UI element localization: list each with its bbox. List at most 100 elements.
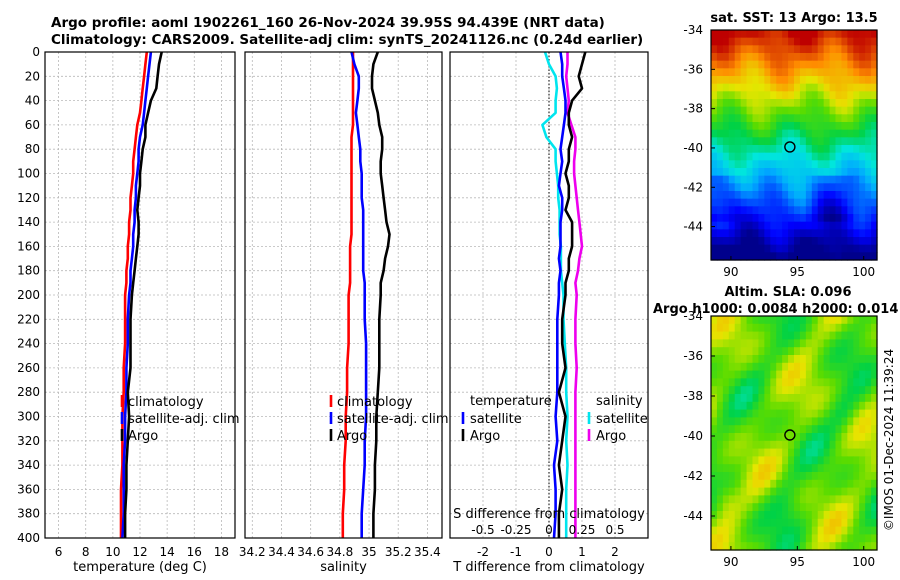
map-cell	[829, 68, 837, 77]
map-cell	[811, 526, 819, 535]
map-cell	[770, 487, 777, 496]
map-cell	[740, 114, 748, 123]
map-cell	[776, 91, 783, 100]
map-cell	[811, 448, 819, 457]
map-cell	[770, 355, 777, 364]
map-cell	[853, 448, 860, 457]
map-cell	[799, 362, 807, 372]
map-cell	[770, 237, 777, 246]
map-cell	[752, 160, 760, 169]
map-cell	[847, 53, 854, 62]
map-cell	[752, 511, 760, 520]
map-cell	[829, 221, 837, 230]
map-cell	[758, 495, 765, 504]
map-cell	[740, 440, 748, 450]
map-cell	[835, 137, 843, 146]
map-cell	[835, 472, 843, 481]
map-cell	[853, 362, 860, 372]
map-cell	[847, 464, 854, 473]
map-cell	[799, 229, 807, 238]
map-cell	[811, 252, 819, 261]
map-cell	[829, 99, 837, 108]
map-cell	[865, 503, 872, 512]
x-tick-label: 34.4	[268, 545, 295, 559]
map-cell	[776, 60, 783, 69]
map-cell	[794, 386, 801, 395]
map-cell	[805, 206, 813, 215]
map-cell	[799, 316, 807, 325]
map-cell	[788, 542, 795, 551]
map-cell	[711, 440, 718, 450]
map-cell	[711, 503, 718, 512]
map-cell	[722, 137, 730, 146]
map-cell	[794, 511, 801, 520]
map-cell	[776, 503, 783, 512]
map-cell	[711, 221, 718, 230]
map-cell	[752, 440, 760, 450]
map-cell	[865, 331, 872, 340]
map-cell	[776, 45, 783, 54]
map-cell	[871, 534, 878, 543]
map-cell	[770, 409, 777, 418]
map-cell	[829, 526, 837, 535]
map-cell	[752, 191, 760, 200]
map-cell	[859, 76, 866, 85]
map-cell	[722, 542, 730, 551]
map-cell	[853, 433, 860, 442]
x-tick-label: -1	[510, 545, 522, 559]
map-cell	[722, 394, 730, 403]
map-cell	[776, 448, 783, 457]
map-cell	[711, 214, 718, 223]
map-cell	[841, 198, 848, 207]
map-cell	[859, 464, 866, 473]
map-cell	[823, 386, 831, 395]
map-cell	[734, 30, 742, 39]
map-cell	[794, 316, 801, 325]
map-cell	[817, 183, 825, 192]
map-cell	[758, 45, 765, 54]
map-cell	[853, 237, 860, 246]
map-cell	[835, 175, 843, 184]
map-cell	[841, 214, 848, 223]
map-y-tick-label: -44	[683, 509, 703, 523]
map-cell	[764, 518, 771, 528]
map-cell	[728, 370, 736, 379]
map-cell	[835, 129, 843, 138]
map-cell	[734, 394, 742, 403]
map-cell	[722, 60, 730, 69]
map-cell	[740, 401, 748, 411]
map-cell	[752, 526, 760, 535]
map-cell	[805, 175, 813, 184]
map-cell	[841, 386, 848, 395]
map-cell	[716, 191, 724, 200]
map-cell	[835, 99, 843, 108]
map-cell	[841, 76, 848, 85]
map-cell	[817, 60, 825, 69]
map-cell	[865, 145, 872, 154]
map-cell	[823, 347, 831, 356]
map-cell	[711, 152, 718, 161]
map-cell	[841, 464, 848, 473]
map-cell	[758, 30, 765, 39]
map-cell	[770, 99, 777, 108]
map-cell	[734, 252, 742, 261]
map-y-tick-label: -42	[683, 469, 703, 483]
map-cell	[716, 401, 724, 411]
map-cell	[746, 91, 754, 100]
map-cell	[716, 168, 724, 177]
map-cell	[794, 487, 801, 496]
map-cell	[711, 168, 718, 177]
map-frame	[710, 315, 878, 551]
series-line-satellite-adj-clim	[350, 51, 368, 538]
map-cell	[764, 191, 771, 200]
map-cell	[859, 244, 866, 253]
map-cell	[835, 53, 843, 62]
map-cell	[799, 448, 807, 457]
map-cell	[811, 347, 819, 356]
map-cell	[734, 323, 742, 333]
map-cell	[829, 45, 837, 54]
map-cell	[758, 316, 765, 325]
map-cell	[734, 129, 742, 138]
y-tick-label: 180	[17, 264, 40, 278]
map-cell	[716, 91, 724, 100]
